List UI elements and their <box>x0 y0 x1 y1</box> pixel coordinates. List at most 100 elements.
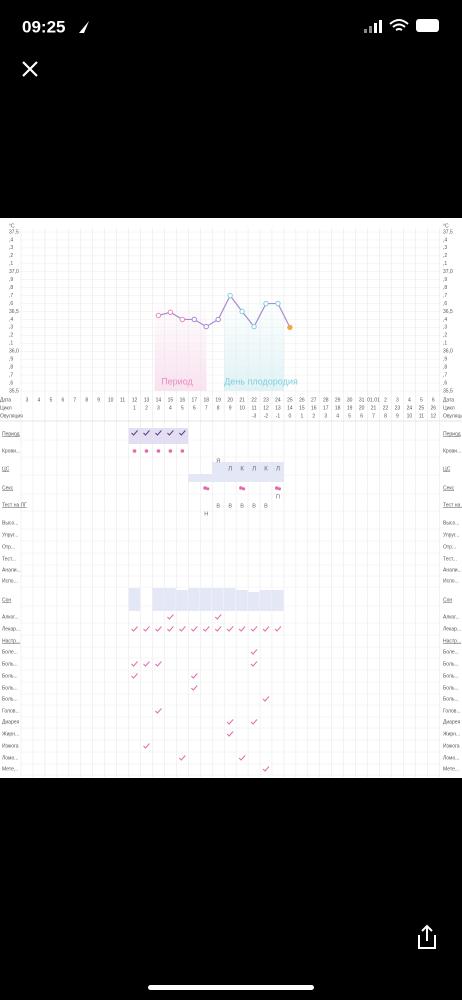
temperature-point <box>251 323 257 330</box>
period-check <box>167 430 174 436</box>
symptom-check <box>131 673 138 679</box>
symptom-label: Сон <box>443 597 452 603</box>
y-tick-label: ,8 <box>9 285 13 291</box>
lh-value: В <box>228 503 232 509</box>
x-tick-label: 12 <box>132 397 138 403</box>
lh-value: Я <box>216 458 220 464</box>
x-tick-label: 8 <box>85 397 88 403</box>
x-tick-label: 11 <box>419 413 424 419</box>
fertile-region <box>224 300 285 391</box>
x-tick-label: 22 <box>383 405 389 411</box>
symptom-label: Испо... <box>2 578 18 584</box>
symptom-label: Жирн... <box>2 731 19 737</box>
symptom-check <box>167 614 174 620</box>
symptom-check <box>250 626 258 632</box>
y-tick-label: 35,5 <box>9 388 19 394</box>
sleep-bar <box>188 588 200 611</box>
y-tick-label: 37,5 <box>443 229 453 235</box>
chart: °C °C37,5 37,5,4,4,3,3,2,2,1,137,0 37,0,9,9… <box>0 223 462 778</box>
symptom-check <box>190 626 198 632</box>
y-tick-label: ,4 <box>443 317 447 323</box>
x-tick-label: 3 <box>157 405 160 411</box>
symptom-label: Жирн... <box>443 731 460 737</box>
symptom-label: Секс <box>2 485 14 491</box>
symptom-check <box>214 626 222 632</box>
y-tick-label: ,3 <box>9 245 13 251</box>
close-button[interactable] <box>22 61 38 77</box>
x-tick-label: 23 <box>395 405 401 411</box>
sleep-bar <box>260 590 272 611</box>
symptom-label: Отр... <box>2 544 15 550</box>
lh-value: Н <box>204 511 208 517</box>
temperature-point <box>287 324 293 331</box>
y-tick-label: ,6 <box>9 301 13 307</box>
symptom-label: Крови... <box>443 448 461 454</box>
y-tick-label: ,9 <box>443 277 447 283</box>
symptom-label: Боль... <box>2 696 18 702</box>
sleep-bar <box>212 588 224 611</box>
x-tick-label: 31 <box>359 397 365 403</box>
y-tick-label: ,3 <box>443 245 447 251</box>
y-tick-label: 36,5 <box>443 309 453 315</box>
symptom-check <box>274 626 282 632</box>
lh-value: В <box>264 503 268 509</box>
y-tick-label: ,1 <box>9 261 13 267</box>
period-check <box>131 430 138 436</box>
x-tick-label: 13 <box>275 405 281 411</box>
battery-icon <box>416 19 439 32</box>
symptom-check <box>262 696 270 702</box>
x-tick-label: 23 <box>263 397 269 403</box>
x-tick-label: 9 <box>229 405 232 411</box>
lh-value: В <box>216 503 220 509</box>
x-tick-label: 10 <box>108 397 114 403</box>
symptom-label: Алког... <box>2 614 19 620</box>
flow-drop <box>132 449 137 453</box>
x-tick-label: 14 <box>156 397 162 403</box>
y-tick-label: 35,5 <box>443 388 453 394</box>
x-tick-label: 10 <box>407 413 413 419</box>
y-tick-label: ,4 <box>443 237 447 243</box>
symptom-check <box>262 766 270 772</box>
x-tick-label: 15 <box>168 397 174 403</box>
symptom-check <box>143 743 150 749</box>
sex-heart <box>239 486 243 490</box>
x-tick-label: 01.01 <box>367 397 380 403</box>
x-tick-label: -2 <box>264 413 269 419</box>
temperature-point <box>263 300 269 307</box>
sleep-bar <box>224 588 236 611</box>
sex-heart <box>242 487 246 491</box>
symptom-label: Изжога <box>443 743 460 749</box>
x-tick-label: 6 <box>360 413 363 419</box>
mucus-value: Л <box>252 467 256 473</box>
symptom-check <box>178 626 186 632</box>
symptom-check <box>178 755 186 761</box>
symptom-label: Секс <box>443 485 455 491</box>
sleep-bar <box>236 590 248 611</box>
y-tick-label: ,8 <box>443 364 447 370</box>
row-label: Овуляция <box>443 413 462 419</box>
x-tick-label: 7 <box>205 405 208 411</box>
symptom-label: Настр... <box>443 638 461 644</box>
row-label: Дата <box>443 397 454 403</box>
symptom-check <box>238 755 246 761</box>
x-tick-label: 2 <box>312 413 315 419</box>
unit-label: °C <box>443 223 449 229</box>
symptom-label: Мете... <box>2 766 18 772</box>
symptom-label: Лекар... <box>443 626 461 632</box>
temperature-point <box>203 323 209 330</box>
share-button[interactable] <box>418 924 436 949</box>
x-tick-label: 22 <box>251 397 257 403</box>
x-tick-label: 9 <box>396 413 399 419</box>
x-tick-label: 30 <box>347 397 353 403</box>
y-tick-label: ,7 <box>443 372 447 378</box>
symptom-label: Голов... <box>2 708 20 714</box>
symptom-check <box>190 673 198 679</box>
x-tick-label: 7 <box>73 397 76 403</box>
x-tick-label: 25 <box>287 397 293 403</box>
symptom-check <box>214 614 222 620</box>
x-tick-label: 6 <box>193 405 196 411</box>
x-tick-label: 6 <box>432 397 435 403</box>
y-tick-label: ,6 <box>443 301 447 307</box>
y-tick-label: ,1 <box>443 341 447 347</box>
